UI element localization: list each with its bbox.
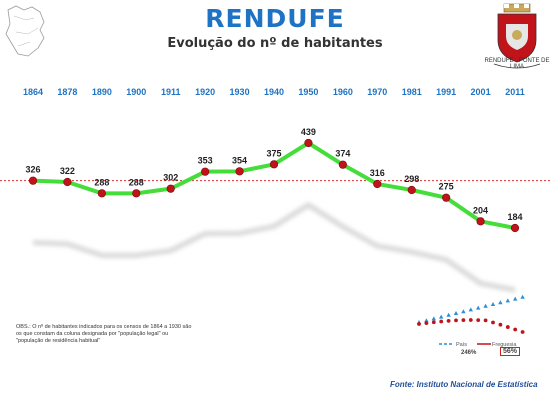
data-point <box>63 177 72 187</box>
page-subtitle: Evolução do nº de habitantes <box>167 36 383 51</box>
percent-freguesia: 56% <box>500 347 521 356</box>
mini-pais-point <box>513 296 518 301</box>
x-tick-label: 2011 <box>505 87 525 97</box>
mini-freguesia-point <box>417 322 421 326</box>
data-point <box>28 176 38 185</box>
legend-pais: País <box>456 342 468 348</box>
mini-pais-point <box>520 294 525 299</box>
data-label: 353 <box>198 156 213 166</box>
mini-pais-point <box>446 312 451 317</box>
series-shadow <box>32 202 516 293</box>
x-tick-label: 1864 <box>23 87 43 97</box>
observation-note: OBS.: O nº de habitantes indicados para … <box>16 324 192 344</box>
data-label: 316 <box>370 168 385 178</box>
mini-freguesia-point <box>491 320 495 325</box>
mini-pais-point <box>483 303 488 308</box>
data-label: 302 <box>163 173 178 183</box>
mini-freguesia-point <box>483 318 488 323</box>
x-tick-label: 1920 <box>195 87 215 97</box>
x-tick-label: 1900 <box>126 87 146 97</box>
mini-freguesia-point <box>498 322 503 327</box>
mini-freguesia-point <box>513 327 518 332</box>
mini-freguesia-point <box>431 320 436 325</box>
x-tick-label: 1960 <box>333 87 353 97</box>
page-title: RENDUFE <box>205 4 345 33</box>
x-tick-label: 1878 <box>57 87 77 97</box>
mini-freguesia-point <box>446 318 451 323</box>
data-point <box>201 167 210 176</box>
legend-freguesia: Freguesia <box>492 342 517 348</box>
mini-comparison-chart <box>416 294 525 345</box>
x-tick-label: 1950 <box>298 87 318 97</box>
x-tick-label: 1930 <box>230 87 250 97</box>
x-tick-label: 1991 <box>436 87 456 97</box>
data-point <box>269 160 279 169</box>
x-tick-label: 1911 <box>161 87 181 97</box>
mini-freguesia-point <box>454 318 458 323</box>
x-tick-label: 1981 <box>402 87 422 97</box>
data-point <box>373 179 382 189</box>
data-label: 374 <box>335 149 350 159</box>
data-label: 288 <box>129 177 144 187</box>
x-tick-label: 1970 <box>367 87 387 97</box>
source-credit: Fonte: Instituto Nacional de Estatística <box>390 380 538 389</box>
mini-freguesia-point <box>461 318 466 323</box>
data-label: 326 <box>25 165 40 175</box>
mini-freguesia-point <box>520 330 525 334</box>
mini-pais-point <box>424 318 429 323</box>
data-point <box>235 167 244 176</box>
data-point <box>442 193 451 202</box>
data-label: 184 <box>507 212 522 222</box>
x-tick-label: 1890 <box>92 87 112 97</box>
data-label: 298 <box>404 174 419 184</box>
mini-freguesia-point <box>424 321 429 326</box>
data-label: 354 <box>232 155 247 165</box>
x-tick-label: 2001 <box>471 87 491 97</box>
data-point <box>476 217 485 226</box>
data-point <box>304 138 313 148</box>
data-label: 439 <box>301 127 316 137</box>
data-point <box>510 223 520 233</box>
mini-freguesia-point <box>476 318 481 323</box>
data-point <box>132 189 141 198</box>
mini-freguesia-point <box>468 318 473 322</box>
data-label: 322 <box>60 166 75 176</box>
mini-freguesia-point <box>439 319 444 324</box>
region-map-icon <box>5 5 45 57</box>
percent-pais: 246% <box>461 350 477 356</box>
mini-pais-point <box>461 309 466 314</box>
mini-pais-point <box>439 314 444 319</box>
data-label: 288 <box>94 177 109 187</box>
data-label: 275 <box>439 182 454 192</box>
mini-pais-point <box>476 305 481 310</box>
crest-caption: RENDUFE · PONTE DE LIMA <box>484 58 550 70</box>
data-point <box>407 185 416 195</box>
x-tick-label: 1940 <box>264 87 284 97</box>
mini-pais-point <box>490 302 496 306</box>
data-point <box>97 189 106 198</box>
data-point <box>166 184 175 193</box>
data-point <box>338 160 347 169</box>
mini-pais-point <box>498 300 503 305</box>
mini-pais-point <box>468 307 473 312</box>
mini-freguesia-point <box>505 325 510 329</box>
data-label: 375 <box>266 148 281 158</box>
data-label: 204 <box>473 205 488 215</box>
coat-of-arms-icon <box>493 3 541 69</box>
mini-pais-point <box>431 316 436 321</box>
mini-pais-point <box>453 311 459 315</box>
mini-pais-point <box>505 298 510 303</box>
